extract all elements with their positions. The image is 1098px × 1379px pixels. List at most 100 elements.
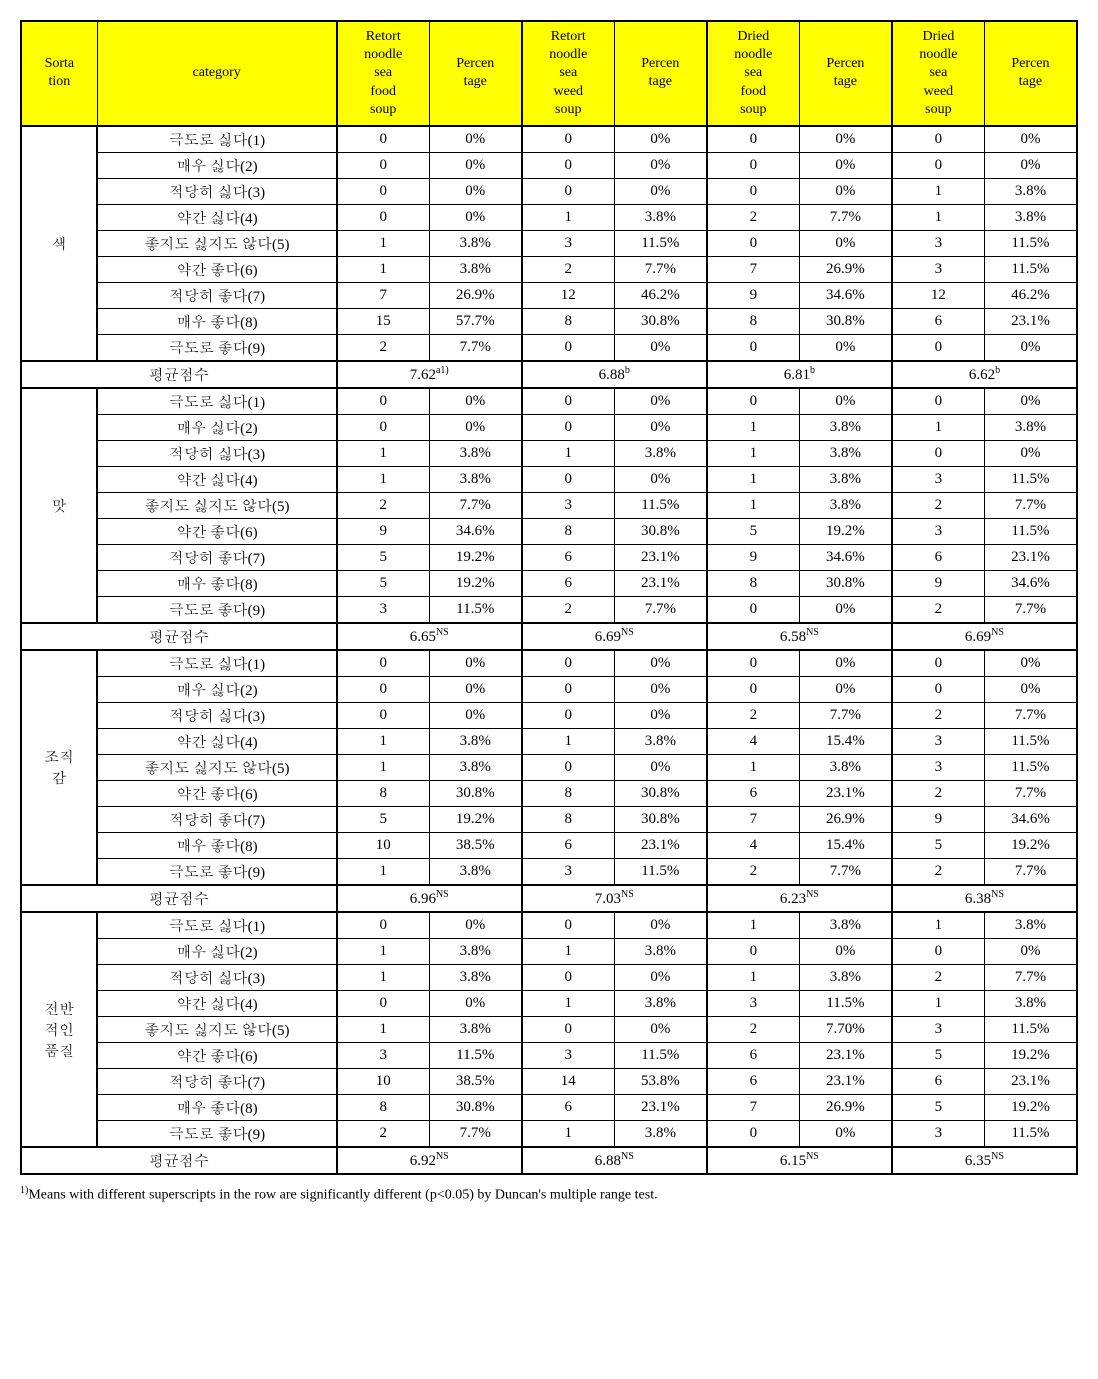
data-cell: 23.1% (614, 832, 707, 858)
data-cell: 34.6% (984, 806, 1077, 832)
data-cell: 0% (799, 596, 892, 623)
data-cell: 0% (429, 676, 522, 702)
category-cell: 극도로 좋다(9) (97, 596, 337, 623)
category-cell: 적당히 싫다(3) (97, 702, 337, 728)
data-cell: 0% (614, 388, 707, 415)
section-label: 색 (21, 126, 97, 361)
data-cell: 7.70% (799, 1016, 892, 1042)
data-cell: 6 (892, 1068, 985, 1094)
data-cell: 6 (892, 308, 985, 334)
data-cell: 9 (892, 806, 985, 832)
data-cell: 7.7% (429, 1120, 522, 1147)
category-cell: 적당히 좋다(7) (97, 1068, 337, 1094)
category-cell: 좋지도 싫지도 않다(5) (97, 492, 337, 518)
data-cell: 14 (522, 1068, 615, 1094)
category-cell: 극도로 싫다(1) (97, 388, 337, 415)
data-cell: 53.8% (614, 1068, 707, 1094)
data-cell: 0% (614, 650, 707, 677)
data-cell: 7 (707, 1094, 800, 1120)
data-cell: 1 (337, 1016, 430, 1042)
data-cell: 19.2% (429, 544, 522, 570)
category-cell: 매우 좋다(8) (97, 832, 337, 858)
category-cell: 극도로 좋다(9) (97, 1120, 337, 1147)
data-cell: 3.8% (614, 204, 707, 230)
category-cell: 매우 좋다(8) (97, 570, 337, 596)
data-cell: 3 (337, 1042, 430, 1068)
data-cell: 34.6% (799, 282, 892, 308)
data-cell: 5 (892, 1094, 985, 1120)
data-cell: 0 (337, 126, 430, 153)
header-cell: Percentage (984, 21, 1077, 126)
data-cell: 19.2% (799, 518, 892, 544)
data-cell: 6 (522, 544, 615, 570)
data-cell: 3 (892, 754, 985, 780)
data-cell: 23.1% (799, 780, 892, 806)
data-cell: 0% (799, 938, 892, 964)
data-cell: 0 (892, 152, 985, 178)
data-cell: 3.8% (614, 1120, 707, 1147)
category-cell: 약간 싫다(4) (97, 466, 337, 492)
data-cell: 0% (614, 152, 707, 178)
avg-label-cell: 평균점수 (21, 885, 337, 912)
data-cell: 8 (522, 518, 615, 544)
data-cell: 1 (892, 990, 985, 1016)
data-cell: 7 (337, 282, 430, 308)
data-cell: 11.5% (614, 1042, 707, 1068)
data-cell: 30.8% (429, 1094, 522, 1120)
data-cell: 9 (707, 544, 800, 570)
data-cell: 1 (707, 440, 800, 466)
header-cell: Retortnoodleseafoodsoup (337, 21, 430, 126)
data-cell: 8 (707, 308, 800, 334)
data-cell: 0 (337, 990, 430, 1016)
category-cell: 약간 좋다(6) (97, 1042, 337, 1068)
footnote-text: Means with different superscripts in the… (28, 1188, 657, 1203)
data-cell: 7.7% (429, 492, 522, 518)
data-cell: 30.8% (799, 570, 892, 596)
data-cell: 7.7% (984, 964, 1077, 990)
data-cell: 0 (892, 126, 985, 153)
category-cell: 약간 좋다(6) (97, 780, 337, 806)
avg-cell: 7.03NS (522, 885, 707, 912)
data-cell: 3.8% (799, 754, 892, 780)
data-cell: 2 (892, 702, 985, 728)
avg-cell: 6.65NS (337, 623, 522, 650)
data-cell: 38.5% (429, 832, 522, 858)
category-cell: 극도로 좋다(9) (97, 334, 337, 361)
data-cell: 38.5% (429, 1068, 522, 1094)
data-cell: 11.5% (614, 492, 707, 518)
data-cell: 3 (707, 990, 800, 1016)
data-cell: 0 (707, 1120, 800, 1147)
data-cell: 0% (614, 126, 707, 153)
data-cell: 11.5% (429, 1042, 522, 1068)
data-cell: 0 (337, 388, 430, 415)
data-cell: 19.2% (984, 1094, 1077, 1120)
data-cell: 34.6% (984, 570, 1077, 596)
data-cell: 7.7% (984, 858, 1077, 885)
data-cell: 4 (707, 832, 800, 858)
data-cell: 23.1% (614, 570, 707, 596)
data-cell: 0% (429, 178, 522, 204)
data-cell: 6 (707, 780, 800, 806)
data-cell: 7.7% (984, 492, 1077, 518)
avg-cell: 6.81b (707, 361, 892, 388)
data-cell: 8 (522, 780, 615, 806)
category-cell: 극도로 싫다(1) (97, 126, 337, 153)
category-cell: 극도로 좋다(9) (97, 858, 337, 885)
data-cell: 1 (337, 728, 430, 754)
data-cell: 0 (892, 650, 985, 677)
data-cell: 0 (522, 676, 615, 702)
data-cell: 1 (522, 728, 615, 754)
avg-cell: 6.38NS (892, 885, 1077, 912)
data-cell: 3.8% (984, 178, 1077, 204)
data-cell: 9 (337, 518, 430, 544)
data-cell: 0 (337, 204, 430, 230)
data-cell: 10 (337, 1068, 430, 1094)
data-cell: 0 (522, 466, 615, 492)
data-cell: 11.5% (984, 518, 1077, 544)
data-cell: 0% (614, 676, 707, 702)
category-cell: 좋지도 싫지도 않다(5) (97, 754, 337, 780)
avg-cell: 6.69NS (892, 623, 1077, 650)
data-cell: 0% (799, 230, 892, 256)
category-cell: 극도로 싫다(1) (97, 912, 337, 939)
data-cell: 30.8% (429, 780, 522, 806)
